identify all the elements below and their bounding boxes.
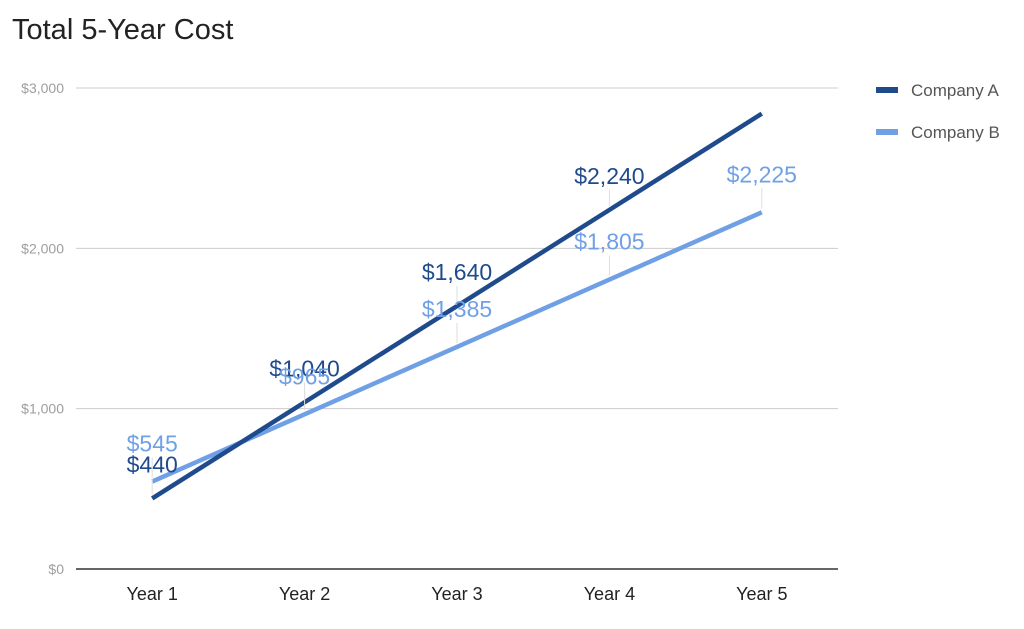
data-label: $965 [279, 363, 330, 389]
chart-title: Total 5-Year Cost [12, 14, 234, 46]
data-label: $545 [127, 431, 178, 457]
legend[interactable]: Company A Company B [876, 81, 1000, 142]
data-label: $2,240 [574, 163, 644, 189]
x-tick-label: Year 1 [127, 584, 178, 604]
y-tick-label: $3,000 [21, 80, 64, 96]
x-axis-ticks: Year 1 Year 2 Year 3 Year 4 Year 5 [127, 584, 788, 604]
legend-swatch [876, 87, 898, 93]
series-lines [150, 111, 764, 501]
y-tick-label: $0 [48, 561, 64, 577]
data-label: $1,040 [269, 355, 339, 381]
series-line-company-a [150, 111, 764, 501]
x-tick-label: Year 3 [431, 584, 482, 604]
data-labels: $440$1,040$1,640$2,240$545$965$1,385$1,8… [127, 161, 797, 495]
y-tick-label: $1,000 [21, 401, 64, 417]
data-label: $1,385 [422, 296, 492, 322]
x-tick-label: Year 4 [584, 584, 635, 604]
x-tick-label: Year 2 [279, 584, 330, 604]
legend-swatch [876, 129, 898, 135]
data-label: $1,640 [422, 259, 492, 285]
y-axis-ticks: $0 $1,000 $2,000 $3,000 [21, 80, 64, 577]
y-tick-label: $2,000 [21, 240, 64, 256]
legend-label[interactable]: Company B [911, 123, 1000, 142]
data-label: $1,805 [574, 229, 644, 255]
gridlines [76, 87, 838, 570]
x-tick-label: Year 5 [736, 584, 787, 604]
data-label: $2,225 [727, 161, 797, 187]
legend-label[interactable]: Company A [911, 81, 1000, 100]
